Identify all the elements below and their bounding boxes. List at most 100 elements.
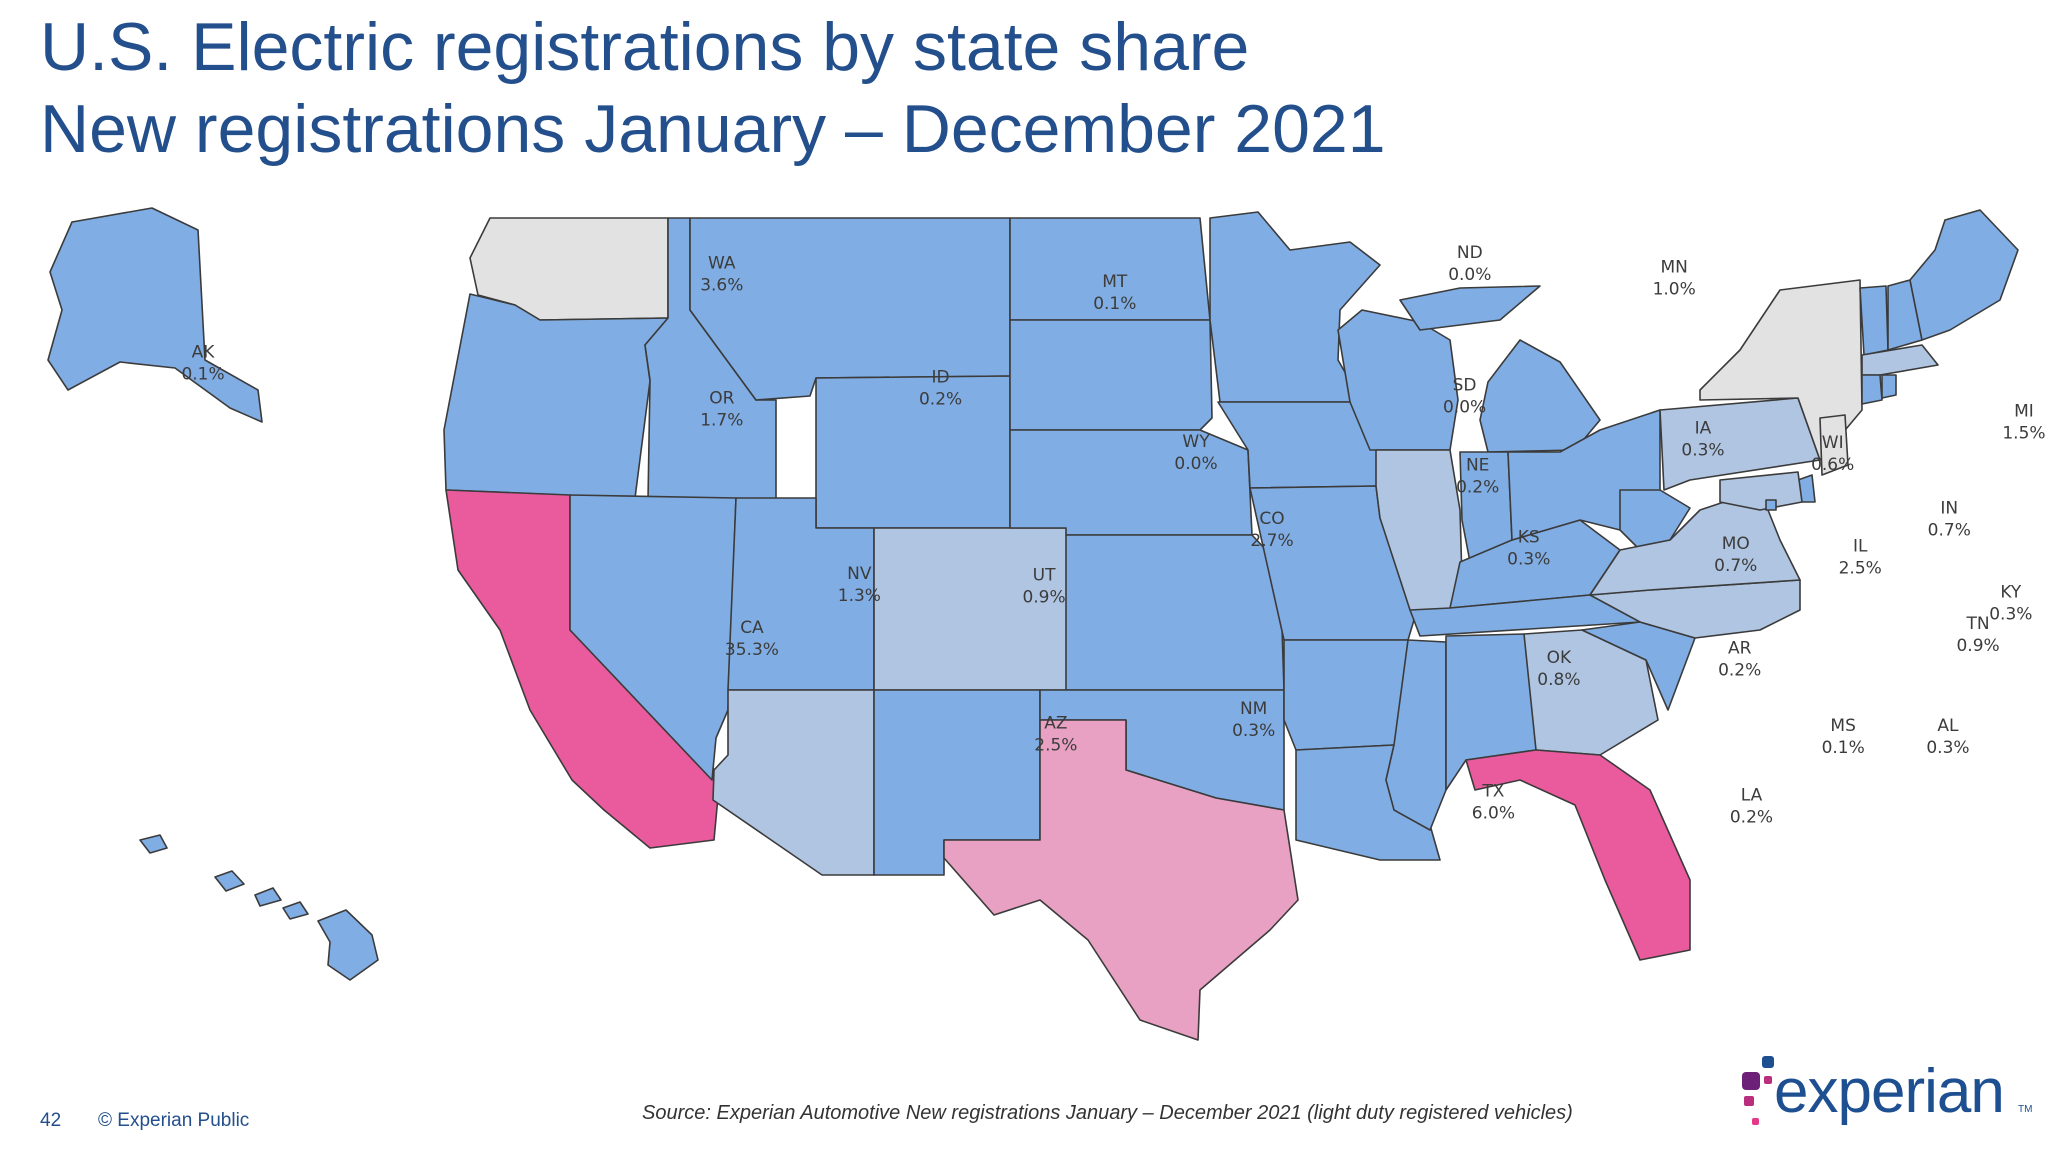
state-label-ak: AK: [192, 343, 216, 363]
state-sc: [1581, 621, 1696, 711]
state-label-ms: MS: [1830, 716, 1855, 736]
state-label-la: LA: [1741, 785, 1763, 805]
state-shapes: [47, 207, 2019, 1041]
state-share-mo: 0.7%: [1714, 556, 1757, 576]
state-share-wa: 3.6%: [700, 276, 743, 296]
title-line-2: New registrations January – December 202…: [40, 91, 1386, 167]
state-share-or: 1.7%: [700, 411, 743, 431]
state-share-nd: 0.0%: [1448, 265, 1491, 285]
state-share-ms: 0.1%: [1822, 738, 1865, 758]
state-share-ar: 0.2%: [1718, 661, 1761, 681]
state-label-wi: WI: [1822, 433, 1844, 453]
state-tx: [943, 719, 1299, 1041]
state-share-wi: 0.6%: [1811, 455, 1854, 475]
state-ne: [1009, 429, 1253, 536]
page-number: 42: [40, 1110, 62, 1131]
state-label-in: IN: [1940, 499, 1958, 519]
source-note: Source: Experian Automotive New registra…: [642, 1102, 1573, 1124]
state-dc: [1765, 499, 1777, 511]
state-share-az: 2.5%: [1034, 735, 1077, 755]
state-share-nm: 0.3%: [1232, 721, 1275, 741]
state-md: [1719, 471, 1803, 511]
experian-logo: experian TM: [1738, 1048, 2038, 1148]
state-wy: [815, 375, 1011, 529]
state-label-co: CO: [1259, 509, 1284, 529]
state-label-tx: TX: [1481, 782, 1504, 802]
state-label-az: AZ: [1044, 713, 1067, 733]
state-ny: [1699, 279, 1863, 461]
state-share-co: 2.7%: [1250, 531, 1293, 551]
state-label-mn: MN: [1660, 258, 1687, 278]
state-ks: [1065, 534, 1285, 691]
state-vt: [1859, 285, 1889, 356]
state-label-wy: WY: [1182, 432, 1210, 452]
state-or: [443, 293, 669, 499]
state-ma: [1861, 344, 1939, 376]
state-share-mn: 1.0%: [1653, 280, 1696, 300]
logo-wordmark: experian: [1774, 1057, 2005, 1126]
state-label-nm: NM: [1240, 699, 1267, 719]
state-share-ia: 0.3%: [1681, 441, 1724, 461]
state-share-ky: 0.3%: [1989, 604, 2032, 624]
state-share-in: 0.7%: [1928, 521, 1971, 541]
state-share-nv: 1.3%: [838, 586, 881, 606]
state-mt: [689, 217, 1011, 401]
state-label-tn: TN: [1966, 614, 1990, 634]
logo-dots-icon: [1742, 1056, 1774, 1125]
state-label-il: IL: [1853, 537, 1868, 557]
state-share-ok: 0.8%: [1537, 670, 1580, 690]
state-share-tn: 0.9%: [1956, 636, 1999, 656]
state-share-id: 0.2%: [919, 390, 962, 410]
state-label-nd: ND: [1457, 243, 1483, 263]
state-share-mt: 0.1%: [1093, 294, 1136, 314]
state-label-mi: MI: [2014, 402, 2034, 422]
state-share-ca: 35.3%: [725, 640, 779, 660]
state-label-ok: OK: [1547, 648, 1572, 668]
state-ar: [1283, 639, 1409, 751]
state-share-ne: 0.2%: [1456, 477, 1499, 497]
state-label-ia: IA: [1695, 419, 1712, 439]
state-mn: [1209, 211, 1381, 403]
state-share-mi: 1.5%: [2002, 424, 2045, 444]
state-wi: [1337, 309, 1459, 451]
state-labels: AK0.1%HI0.9%WA3.6%OR1.7%CA35.3%ID0.2%NV1…: [181, 243, 2045, 827]
title-line-1: U.S. Electric registrations by state sha…: [40, 9, 1250, 85]
state-nj: [1819, 414, 1849, 476]
state-label-id: ID: [932, 368, 950, 388]
state-share-ut: 0.9%: [1022, 587, 1065, 607]
state-label-mo: MO: [1722, 534, 1750, 554]
state-share-ak: 0.1%: [181, 365, 224, 385]
state-ct: [1861, 374, 1883, 405]
state-label-or: OR: [709, 389, 734, 409]
state-share-la: 0.2%: [1730, 807, 1773, 827]
state-label-nv: NV: [847, 564, 872, 584]
state-label-ne: NE: [1466, 455, 1489, 475]
classification-label: © Experian Public: [98, 1110, 250, 1131]
state-label-al: AL: [1937, 716, 1959, 736]
state-label-sd: SD: [1453, 375, 1477, 395]
state-label-ut: UT: [1033, 565, 1056, 585]
state-label-mt: MT: [1102, 272, 1128, 292]
state-fl: [1465, 749, 1691, 961]
state-sd: [1009, 319, 1213, 431]
state-share-sd: 0.0%: [1443, 397, 1486, 417]
state-label-ar: AR: [1728, 639, 1752, 659]
logo-trademark: TM: [2018, 1104, 2033, 1115]
state-label-ca: CA: [740, 618, 764, 638]
state-hi: [139, 834, 379, 981]
state-share-al: 0.3%: [1926, 738, 1969, 758]
state-label-ky: KY: [2000, 582, 2022, 602]
state-share-il: 2.5%: [1839, 559, 1882, 579]
state-share-ks: 0.3%: [1507, 549, 1550, 569]
state-mi: [1399, 285, 1601, 453]
state-label-ks: KS: [1518, 527, 1540, 547]
state-ri: [1881, 374, 1897, 399]
state-pa: [1659, 397, 1821, 491]
state-az: [712, 689, 875, 876]
state-co: [873, 527, 1069, 691]
state-label-wa: WA: [708, 254, 736, 274]
slide-title: U.S. Electric registrations by state sha…: [40, 6, 1386, 170]
state-ms: [1385, 639, 1447, 831]
state-share-tx: 6.0%: [1472, 804, 1515, 824]
state-me: [1909, 209, 2019, 341]
